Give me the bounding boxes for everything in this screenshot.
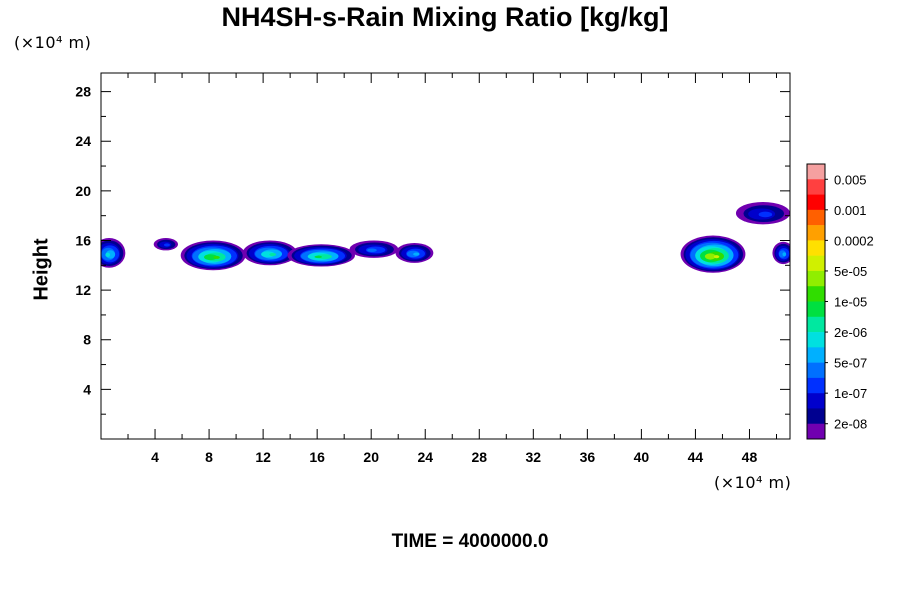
contour-band	[269, 252, 277, 257]
colorbar-swatch	[807, 332, 825, 348]
y-unit-label: (×10⁴ m)	[14, 33, 92, 52]
colorbar-label: 1e-07	[834, 386, 867, 401]
x-tick-label: 48	[742, 449, 758, 465]
contour-band	[213, 255, 220, 259]
x-tick-label: 16	[309, 449, 325, 465]
colorbar-label: 0.0002	[834, 233, 874, 248]
x-tick-label: 12	[255, 449, 271, 465]
contour-band	[704, 253, 716, 260]
contour-cell	[101, 238, 126, 268]
x-tick-label: 40	[634, 449, 650, 465]
colorbar-label: 5e-07	[834, 356, 867, 371]
contour-band	[163, 243, 170, 247]
colorbar-label: 0.005	[834, 172, 867, 187]
contour-band	[758, 211, 773, 218]
colorbar-label: 0.001	[834, 203, 867, 218]
colorbar-swatch	[807, 270, 825, 287]
colorbar-label: 1e-05	[834, 295, 867, 310]
time-footer: TIME = 4000000.0	[391, 531, 549, 552]
contour-cell	[242, 240, 297, 266]
contour-band	[314, 255, 322, 259]
contour-cells	[101, 202, 790, 273]
y-tick-label: 20	[75, 183, 91, 199]
plot-frame	[100, 72, 791, 440]
contour-cell	[349, 240, 399, 258]
contour-cell	[287, 244, 355, 267]
x-tick-label: 36	[580, 449, 596, 465]
colorbar: 0.005 0.001 0.0002 5e-05 1e-05 2e-06 5e-07 1e-0…	[806, 163, 874, 440]
colorbar-swatch	[807, 316, 825, 333]
contour-cell	[772, 241, 790, 265]
x-unit-label: (×10⁴ m)	[714, 473, 792, 492]
colorbar-swatch	[807, 240, 825, 256]
contour-band	[782, 252, 787, 257]
x-tick-label: 8	[205, 449, 213, 465]
x-tick-label: 28	[471, 449, 487, 465]
colorbar-swatch	[807, 362, 825, 379]
colorbar-label: 2e-06	[834, 325, 867, 340]
colorbar-label: 2e-08	[834, 417, 867, 432]
y-tick-label: 4	[83, 381, 91, 397]
contour-band	[413, 252, 420, 256]
contour-band	[316, 254, 332, 260]
colorbar-swatch	[807, 347, 825, 363]
contour-cell	[680, 235, 746, 273]
contour-band	[204, 254, 218, 261]
contour-cell	[735, 202, 790, 225]
colorbar-swatch	[807, 179, 825, 195]
colorbar-swatch	[807, 194, 825, 211]
colorbar-swatch	[807, 225, 825, 241]
y-tick-label: 12	[75, 282, 91, 298]
colorbar-swatch	[807, 209, 825, 226]
y-tick-label: 28	[75, 84, 91, 100]
colorbar-label: 5e-05	[834, 264, 867, 279]
colorbar-swatch	[807, 423, 825, 440]
x-tick-label: 24	[417, 449, 433, 465]
y-tick-label: 24	[75, 133, 91, 149]
y-tick-label: 8	[83, 332, 91, 348]
x-tick-label: 20	[363, 449, 379, 465]
colorbar-swatch	[807, 164, 825, 180]
colorbar-swatch	[807, 286, 825, 302]
colorbar-swatch	[807, 255, 825, 272]
colorbar-swatch	[807, 408, 825, 425]
contour-band	[713, 255, 720, 259]
contour-band	[105, 252, 111, 257]
contour-cell	[395, 242, 434, 263]
colorbar-swatch	[807, 301, 825, 318]
contour-cell	[153, 238, 179, 251]
x-tick-label: 4	[151, 449, 159, 465]
y-tick-label: 16	[75, 232, 91, 248]
chart-title: NH4SH-s-Rain Mixing Ratio [kg/kg]	[221, 2, 669, 32]
contour-band	[367, 248, 377, 252]
contour-cell	[180, 240, 246, 271]
colorbar-swatch	[807, 393, 825, 409]
x-tick-label: 44	[688, 449, 704, 465]
colorbar-swatch	[807, 377, 825, 394]
x-tick-label: 32	[526, 449, 542, 465]
